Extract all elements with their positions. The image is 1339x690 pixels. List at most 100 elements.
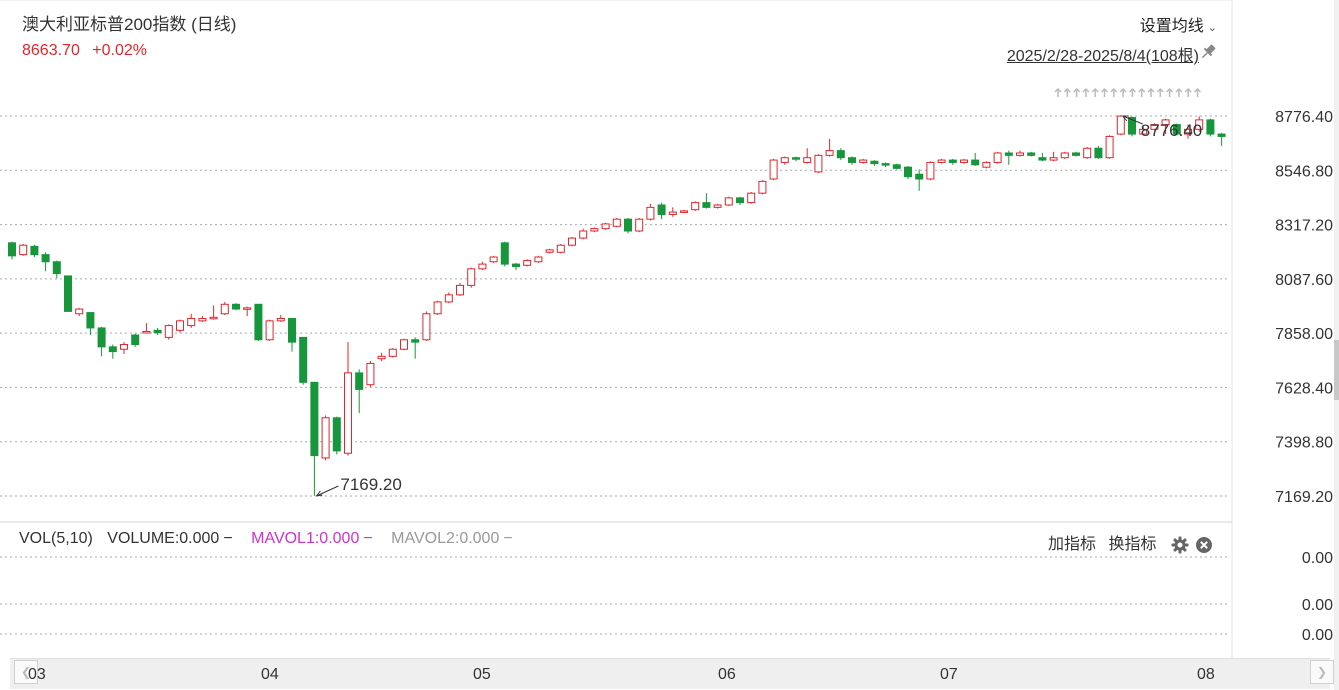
candle (1116, 115, 1125, 136)
candle (366, 361, 375, 388)
chevron-down-icon: ⌄ (1207, 22, 1217, 34)
candle (41, 252, 50, 272)
candle (142, 323, 151, 334)
candle (1161, 118, 1170, 135)
candle (870, 160, 879, 166)
scroll-right-button[interactable]: ❯ (1310, 660, 1334, 684)
candle (1083, 147, 1092, 159)
candle (691, 201, 700, 211)
up-arrow-marker (1082, 87, 1090, 97)
candle (388, 348, 397, 358)
switch-indicator-button[interactable]: 换指标 (1108, 536, 1157, 553)
pin-icon[interactable] (1198, 42, 1218, 62)
candle (646, 203, 655, 221)
candle (904, 165, 912, 179)
candle (344, 342, 352, 456)
candle (276, 314, 285, 323)
candle (198, 316, 207, 323)
candle (478, 261, 487, 271)
candle (176, 319, 184, 333)
x-tick-label: 08 (1197, 666, 1215, 683)
ma-settings-label: 设置均线 (1139, 18, 1204, 35)
candle (948, 158, 957, 165)
candle (792, 156, 800, 162)
candle (86, 312, 95, 336)
candle (1038, 152, 1047, 162)
y-tick-label: 8546.80 (1275, 163, 1333, 180)
candle (209, 305, 218, 320)
candle (713, 203, 722, 209)
candle (310, 381, 319, 496)
candle (243, 306, 252, 317)
candle (668, 207, 677, 217)
candle (814, 154, 823, 174)
max-price-label: 8776.40 (1141, 121, 1202, 140)
up-arrow-marker (1138, 87, 1146, 97)
candle (881, 162, 890, 168)
add-indicator-button[interactable]: 加指标 (1048, 536, 1097, 553)
candle (545, 248, 554, 254)
annotation-layer: 7169.20 8776.40 (316, 87, 1202, 497)
y-tick-label: 8317.20 (1275, 218, 1333, 235)
y-tick-label: 8776.40 (1275, 109, 1333, 126)
candle (1150, 123, 1159, 131)
grid-layer (0, 0, 1233, 658)
gear-icon[interactable] (1171, 536, 1189, 554)
up-arrow-marker (1128, 87, 1136, 97)
min-price-label: 7169.20 (340, 475, 401, 494)
candle (187, 313, 196, 328)
candle (568, 236, 576, 247)
y-tick-label: 7628.40 (1275, 380, 1333, 397)
candle (892, 163, 901, 170)
candle (489, 255, 498, 263)
up-arrow-marker (1175, 87, 1183, 97)
candle (64, 275, 72, 312)
up-arrow-marker (1166, 87, 1174, 97)
x-tick-label: 04 (261, 666, 279, 683)
price-change: +0.02% (92, 42, 148, 59)
candle (624, 217, 632, 234)
up-arrow-marker (1193, 87, 1202, 97)
ma-settings-dropdown[interactable]: 设置均线 ⌄ (1140, 12, 1217, 36)
close-circle-icon[interactable] (1195, 536, 1213, 554)
candle (512, 262, 520, 271)
x-tick-label: 05 (473, 666, 491, 683)
candle (1206, 118, 1215, 137)
candle (859, 158, 868, 164)
date-range-link[interactable]: 2025/2/28-2025/8/4(108根) (1006, 48, 1199, 65)
candle (131, 333, 140, 347)
up-arrow-marker (1100, 87, 1109, 97)
candle (444, 292, 453, 304)
candle (232, 303, 240, 311)
candle (747, 191, 756, 204)
candle (108, 344, 117, 359)
candle (1139, 126, 1148, 136)
candle (825, 138, 834, 157)
up-arrow-marker (1063, 87, 1071, 97)
scroll-left-button[interactable]: ❮ (14, 660, 38, 684)
time-axis-bar[interactable] (10, 658, 1330, 689)
up-arrow-marker (1110, 87, 1118, 97)
chart-title: 澳大利亚标普200指数 (日线) (22, 15, 237, 34)
candle (265, 319, 274, 341)
candle-layer (8, 115, 1226, 496)
vol-y-tick-label: 0.00 (1302, 597, 1333, 614)
candle (635, 217, 644, 233)
candle (1172, 123, 1181, 136)
up-arrow-marker (1147, 87, 1155, 97)
candle (1049, 151, 1058, 162)
candle (500, 241, 509, 267)
candle (534, 255, 543, 263)
volume-header: VOL(5,10) VOLUME:0.000− MAVOL1:0.000− MA… (19, 530, 513, 547)
candle (1027, 151, 1036, 157)
candle (803, 148, 812, 164)
candle (724, 196, 733, 207)
candle (52, 260, 61, 279)
y-tick-label: 7169.20 (1275, 489, 1333, 506)
candle (1195, 116, 1204, 132)
vol-volume: VOLUME:0.000 (107, 530, 220, 547)
right-scrollbar-thumb[interactable] (1334, 340, 1339, 400)
candle (332, 416, 341, 455)
candle (702, 193, 711, 209)
